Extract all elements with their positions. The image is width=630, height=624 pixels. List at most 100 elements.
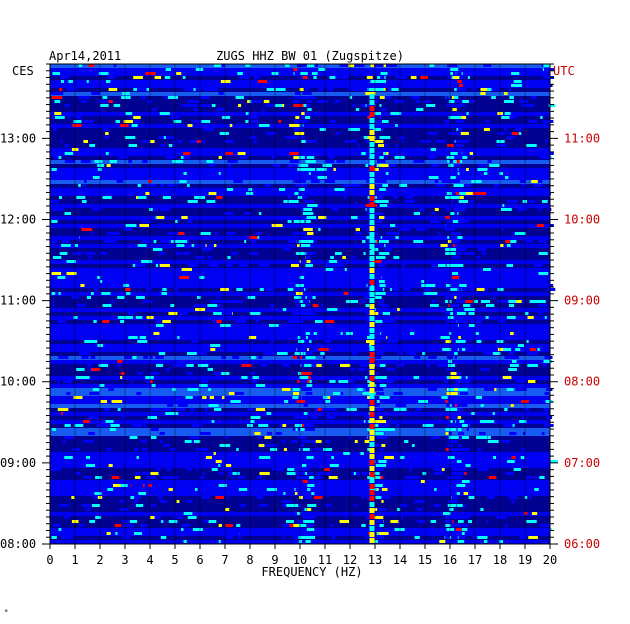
energy-cell (413, 240, 424, 243)
energy-cell (150, 380, 153, 383)
energy-cell (416, 228, 427, 231)
energy-cell (300, 176, 310, 179)
energy-cell (151, 384, 156, 387)
energy-cell (445, 516, 457, 519)
energy-cell (300, 364, 312, 367)
energy-cell (344, 516, 347, 519)
energy-cell (507, 244, 511, 247)
energy-cell (507, 136, 516, 139)
energy-cell (227, 256, 231, 259)
energy-cell (277, 352, 288, 355)
energy-cell (417, 508, 423, 511)
energy-cell (58, 528, 62, 531)
energy-cell (112, 172, 118, 175)
energy-cell (336, 280, 339, 283)
energy-cell (453, 312, 457, 315)
energy-cell (399, 184, 408, 187)
energy-cell (284, 348, 289, 351)
energy-cell (296, 64, 307, 67)
energy-cell (467, 72, 475, 75)
energy-cell (292, 428, 297, 431)
energy-cell (296, 400, 306, 403)
energy-cell (441, 68, 452, 71)
energy-cell (371, 524, 380, 527)
energy-cell (176, 72, 182, 75)
energy-cell (296, 484, 307, 487)
feature-line-cell (369, 526, 375, 531)
energy-cell (450, 212, 459, 215)
energy-cell (528, 536, 538, 539)
energy-cell (485, 520, 488, 523)
energy-cell (265, 288, 275, 291)
x-axis: 0 1 2 3 4 5 6 7 8 9 10 11 12 13 14 15 16 17 18 19 20 (46, 544, 557, 567)
energy-cell (458, 220, 469, 223)
energy-cell (192, 528, 203, 531)
energy-cell (111, 72, 117, 75)
energy-cell (374, 88, 384, 91)
energy-cell (370, 64, 374, 67)
energy-cell (149, 208, 153, 211)
energy-cell (318, 216, 327, 219)
energy-cell (357, 368, 365, 371)
energy-cell (187, 200, 195, 203)
energy-cell (366, 236, 372, 239)
energy-cell (66, 348, 76, 351)
left-time-label: 12:00 (0, 212, 36, 226)
energy-cell (322, 164, 332, 167)
x-tick-label: 11 (318, 553, 332, 567)
energy-cell (506, 388, 514, 391)
energy-cell (489, 528, 493, 531)
energy-cell (360, 176, 367, 179)
energy-cell (373, 532, 382, 535)
energy-cell (170, 144, 176, 147)
energy-cell (197, 304, 207, 307)
energy-cell (86, 456, 90, 459)
energy-cell (464, 80, 470, 83)
energy-cell (97, 164, 105, 167)
energy-cell (150, 408, 162, 411)
energy-cell (445, 216, 450, 219)
energy-cell (437, 364, 448, 367)
feature-line-cell (369, 514, 375, 519)
energy-cell (64, 168, 74, 171)
energy-cell (275, 468, 285, 471)
energy-cell (185, 396, 193, 399)
energy-cell (455, 340, 466, 343)
energy-cell (175, 220, 178, 223)
energy-cell (409, 400, 418, 403)
energy-cell (199, 476, 205, 479)
energy-cell (140, 96, 146, 99)
energy-cell (324, 336, 333, 339)
energy-cell (448, 436, 459, 439)
energy-cell (374, 276, 378, 279)
energy-cell (302, 344, 312, 347)
energy-cell (502, 376, 512, 379)
energy-cell (113, 484, 121, 487)
energy-cell (124, 136, 136, 139)
energy-cell (82, 124, 92, 127)
energy-cell (211, 460, 222, 463)
energy-cell (294, 488, 297, 491)
energy-cell (225, 508, 230, 511)
energy-cell (452, 228, 455, 231)
energy-cell (448, 408, 458, 411)
energy-cell (88, 64, 95, 67)
energy-cell (447, 64, 458, 67)
energy-cell (266, 84, 277, 87)
energy-cell (469, 200, 474, 203)
energy-cell (456, 404, 468, 407)
energy-cell (51, 536, 57, 539)
energy-cell (130, 496, 135, 499)
energy-cell (155, 216, 165, 219)
energy-cell (298, 476, 309, 479)
energy-cell (368, 488, 377, 491)
energy-cell (461, 480, 470, 483)
energy-cell (496, 292, 502, 295)
grid-lines (42, 63, 558, 545)
energy-cell (221, 492, 232, 495)
x-tick-label: 13 (368, 553, 382, 567)
energy-cell (137, 184, 142, 187)
energy-cell (399, 404, 407, 407)
energy-cell (88, 416, 100, 419)
